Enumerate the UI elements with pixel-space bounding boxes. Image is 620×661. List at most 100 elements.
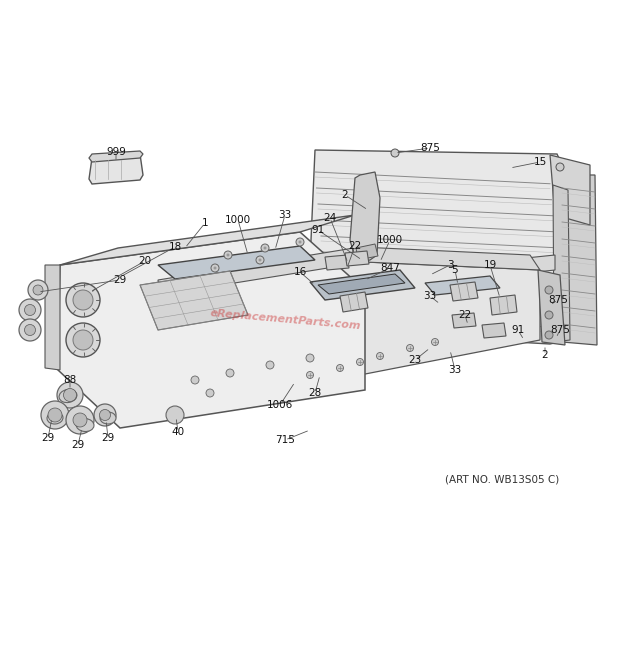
Circle shape [407,344,414,352]
Polygon shape [60,215,355,265]
Circle shape [306,354,314,362]
Text: 15: 15 [533,157,547,167]
Text: 1000: 1000 [225,215,251,225]
Text: eReplacementParts.com: eReplacementParts.com [209,309,361,332]
Circle shape [66,283,100,317]
Circle shape [556,163,564,171]
Text: 29: 29 [102,433,115,443]
Text: 88: 88 [63,375,77,385]
Polygon shape [425,276,500,295]
Circle shape [337,364,343,371]
Circle shape [266,361,274,369]
Circle shape [256,256,264,264]
Text: 847: 847 [380,263,400,273]
Polygon shape [155,262,540,410]
Circle shape [41,401,69,429]
Polygon shape [553,185,570,342]
Circle shape [19,319,41,341]
Text: 16: 16 [293,267,307,277]
Polygon shape [560,175,597,345]
Text: 875: 875 [420,143,440,153]
Text: 875: 875 [548,295,568,305]
Polygon shape [310,270,415,300]
Text: 715: 715 [275,435,295,445]
Circle shape [63,389,76,401]
Text: 29: 29 [113,275,126,285]
Circle shape [66,323,100,357]
Polygon shape [89,154,143,184]
Polygon shape [307,150,590,344]
Circle shape [432,338,438,346]
Text: 23: 23 [409,355,422,365]
Circle shape [25,325,35,336]
Polygon shape [345,251,369,266]
Polygon shape [158,246,315,279]
Text: 18: 18 [169,242,182,252]
Circle shape [356,358,363,366]
Text: 24: 24 [324,213,337,223]
Text: 2: 2 [542,350,548,360]
Ellipse shape [59,389,77,403]
Ellipse shape [100,412,116,424]
Circle shape [73,330,93,350]
Polygon shape [356,244,378,260]
Ellipse shape [47,412,63,424]
Polygon shape [350,172,380,262]
Text: 91: 91 [311,225,325,235]
Circle shape [306,371,314,379]
Polygon shape [340,292,368,312]
Polygon shape [45,265,60,370]
Text: 29: 29 [42,433,55,443]
Polygon shape [550,155,590,225]
Polygon shape [452,313,476,328]
Text: 33: 33 [278,210,291,220]
Text: 2: 2 [342,190,348,200]
Polygon shape [482,323,506,338]
Circle shape [296,238,304,246]
Text: 22: 22 [348,241,361,251]
Text: (ART NO. WB13S05 C): (ART NO. WB13S05 C) [445,475,559,485]
Circle shape [211,264,219,272]
Circle shape [226,254,229,256]
Circle shape [48,408,62,422]
Polygon shape [158,247,540,295]
Polygon shape [165,255,555,312]
Text: 19: 19 [484,260,497,270]
Text: 5: 5 [452,265,458,275]
Circle shape [376,352,384,360]
Circle shape [545,311,553,319]
Polygon shape [325,255,349,270]
Polygon shape [89,151,143,162]
Circle shape [66,406,94,434]
Circle shape [191,376,199,384]
Circle shape [73,413,87,427]
Text: 22: 22 [458,310,472,320]
Text: 28: 28 [308,388,322,398]
Circle shape [259,258,262,262]
Text: 1000: 1000 [377,235,403,245]
Circle shape [545,331,553,339]
Text: 20: 20 [138,256,151,266]
Circle shape [264,247,267,249]
Circle shape [206,389,214,397]
Circle shape [545,286,553,294]
Circle shape [33,285,43,295]
Circle shape [261,244,269,252]
Polygon shape [450,282,478,301]
Circle shape [57,382,83,408]
Polygon shape [490,295,517,315]
Circle shape [166,406,184,424]
Text: 999: 999 [106,147,126,157]
Text: 29: 29 [71,440,84,450]
Polygon shape [538,270,565,345]
Circle shape [224,251,232,259]
Circle shape [19,299,41,321]
Circle shape [298,241,301,243]
Text: 875: 875 [550,325,570,335]
Circle shape [25,305,35,315]
Text: 33: 33 [448,365,462,375]
Circle shape [28,280,48,300]
Circle shape [73,290,93,310]
Text: 91: 91 [512,325,525,335]
Polygon shape [58,232,365,428]
